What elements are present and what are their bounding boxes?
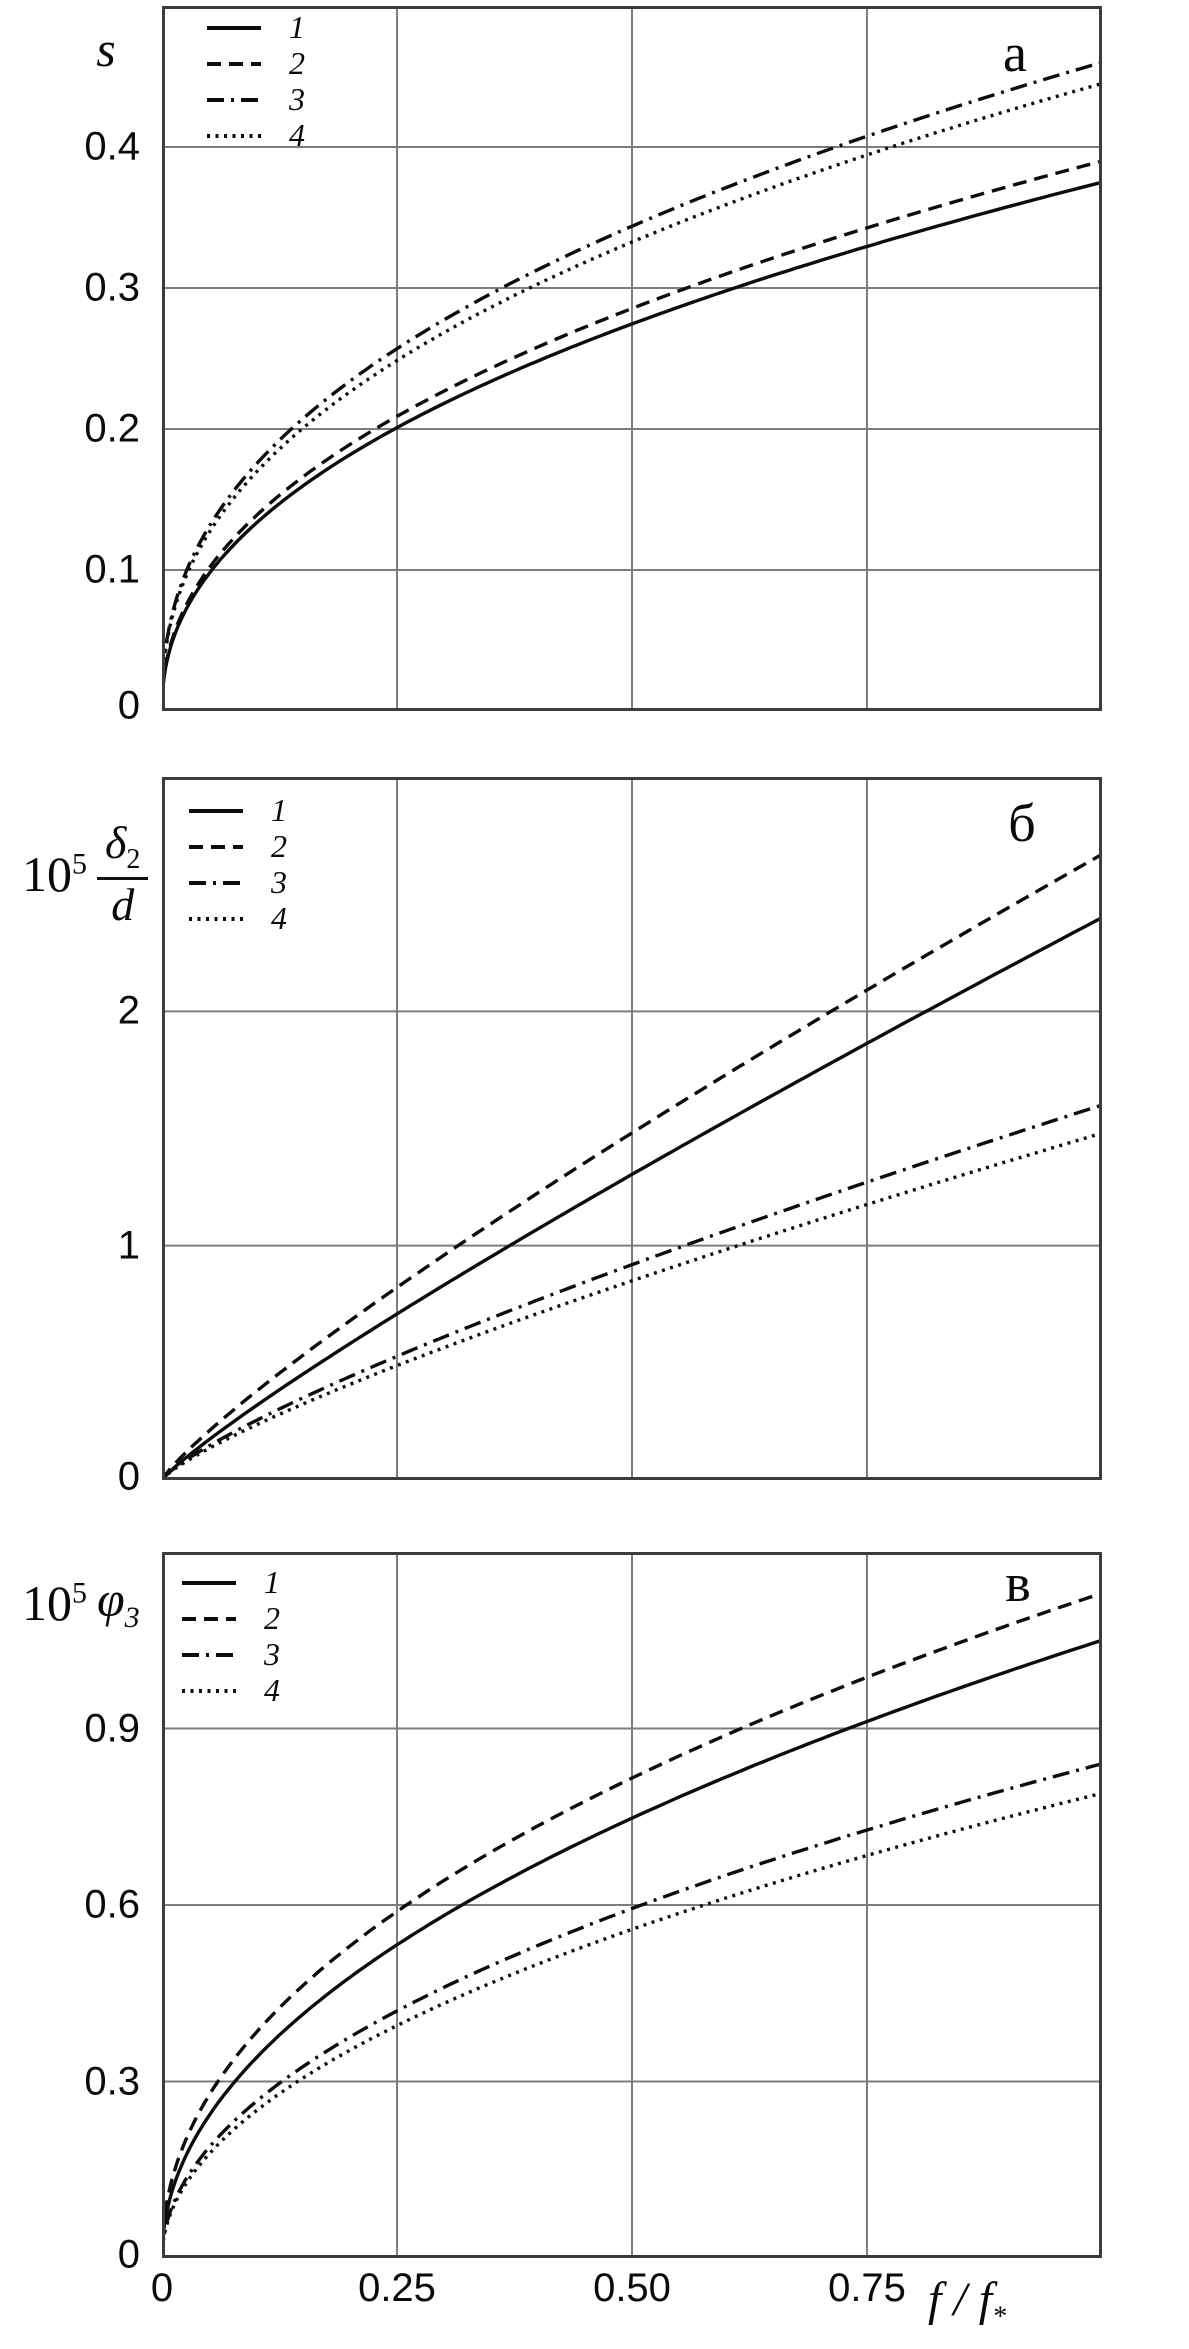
dashed-line-icon (182, 1616, 236, 1621)
plot-area-v (162, 1552, 1102, 2258)
dotted-line-icon (189, 916, 243, 921)
dashdot-line-icon (182, 1652, 236, 1657)
legend-row: 2 (180, 1600, 280, 1636)
legend-b: 1 2 3 4 (187, 792, 287, 941)
y-tick-label: 0.2 (84, 406, 140, 451)
y-tick-label: 0 (117, 2232, 140, 2277)
y-tick-label: 0.4 (84, 124, 140, 169)
legend-v: 1 2 3 4 (180, 1564, 280, 1713)
legend-row: 4 (180, 1672, 280, 1708)
legend-row: 1 (205, 9, 305, 45)
solid-line-icon (207, 25, 261, 30)
legend-label: 3 (271, 864, 287, 900)
legend-row: 1 (187, 792, 287, 828)
legend-a: 1 2 3 4 (205, 9, 305, 158)
y-tick-label: 0.3 (84, 2059, 140, 2104)
legend-label: 1 (271, 792, 287, 828)
solid-line-icon (189, 808, 243, 813)
dashdot-line-icon (207, 97, 261, 102)
legend-row: 4 (205, 117, 305, 153)
x-tick-label: 0.25 (358, 2266, 436, 2310)
fraction: δ2 d (97, 818, 149, 930)
legend-label: 1 (289, 9, 305, 45)
legend-row: 3 (180, 1636, 280, 1672)
legend-label: 4 (289, 117, 305, 153)
legend-row: 3 (187, 864, 287, 900)
legend-label: 2 (289, 45, 305, 81)
y-tick-label: 1 (117, 1223, 140, 1268)
dashed-line-icon (189, 844, 243, 849)
plot-area-b (162, 777, 1102, 1480)
x-tick-label: 0.50 (593, 2266, 671, 2310)
legend-label: 1 (264, 1564, 280, 1600)
legend-row: 2 (187, 828, 287, 864)
y-tick-label: 0 (117, 683, 140, 728)
legend-label: 4 (271, 900, 287, 936)
coefficient: 105 (22, 846, 87, 903)
legend-label: 2 (264, 1600, 280, 1636)
y-axis-label-phi3: 105 φ3 (22, 1570, 140, 1635)
solid-line-icon (182, 1580, 236, 1585)
legend-label: 4 (264, 1672, 280, 1708)
panel-label-b: б (1008, 793, 1036, 853)
coefficient: 105 (22, 1574, 87, 1631)
y-tick-label: 0.3 (84, 265, 140, 310)
y-tick-label: 2 (117, 988, 140, 1033)
x-axis-label: f / f* (928, 2273, 1007, 2333)
panel-label-a: а (1003, 23, 1027, 83)
legend-row: 1 (180, 1564, 280, 1600)
y-axis-label-s: s (96, 21, 116, 77)
legend-row: 4 (187, 900, 287, 936)
panel-label-v: в (1005, 1553, 1031, 1613)
plot-area-a (162, 6, 1102, 711)
y-tick-label: 0.1 (84, 547, 140, 592)
legend-row: 3 (205, 81, 305, 117)
dotted-line-icon (182, 1688, 236, 1693)
legend-row: 2 (205, 45, 305, 81)
dashdot-line-icon (189, 880, 243, 885)
x-tick-label: 0.75 (828, 2266, 906, 2310)
phi-symbol: φ3 (97, 1571, 140, 1634)
dotted-line-icon (207, 133, 261, 138)
y-axis-label-delta2-over-d: 105 δ2 d (22, 818, 149, 930)
y-tick-label: 0.9 (84, 1706, 140, 1751)
dashed-line-icon (207, 61, 261, 66)
legend-label: 2 (271, 828, 287, 864)
legend-label: 3 (289, 81, 305, 117)
y-tick-label: 0.6 (84, 1882, 140, 1927)
y-tick-label: 0 (117, 1454, 140, 1499)
legend-label: 3 (264, 1636, 280, 1672)
x-tick-label: 0 (150, 2266, 174, 2310)
